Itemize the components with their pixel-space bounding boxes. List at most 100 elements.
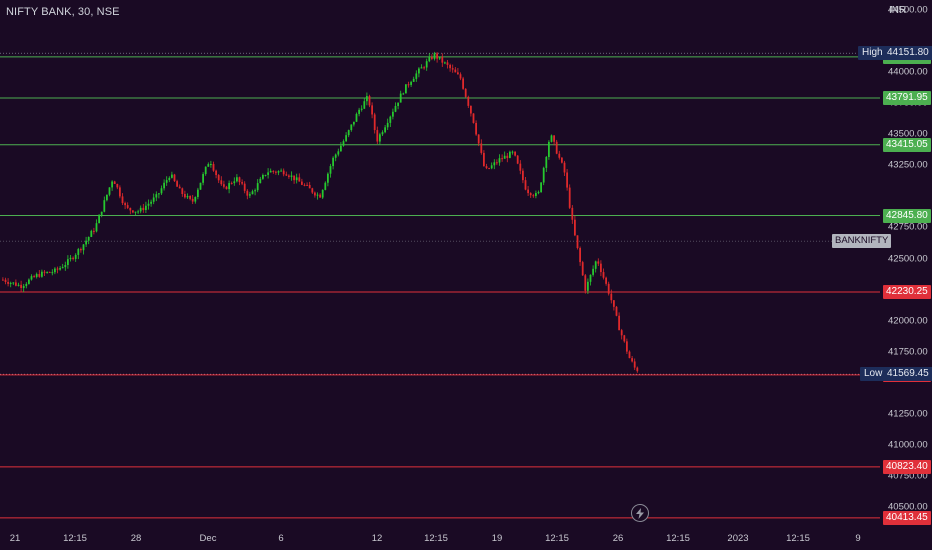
- candle-body: [256, 183, 259, 191]
- candlestick-chart[interactable]: [0, 0, 880, 527]
- candle-body: [139, 207, 142, 212]
- candle-body: [233, 181, 236, 184]
- time-axis[interactable]: 21 12:15 28 Dec 6 12 12:15 19 12:15 26 12:15 2023 12…: [0, 527, 880, 550]
- candle-body: [126, 205, 129, 208]
- candle-body: [100, 211, 103, 215]
- currency-label: INR: [889, 5, 907, 16]
- candle-body: [402, 93, 405, 95]
- time-tick-label: 21: [9, 533, 21, 544]
- candle-body: [503, 155, 506, 159]
- candle-body: [347, 130, 350, 136]
- price-tick-label: 42500.00: [888, 253, 928, 265]
- candle-body: [532, 195, 535, 197]
- candle-body: [329, 166, 332, 174]
- candle-body: [246, 190, 249, 196]
- candle-body: [493, 162, 496, 166]
- candle-body: [171, 174, 173, 178]
- candle-body: [542, 167, 545, 183]
- candle-body: [254, 190, 256, 192]
- candle-body: [54, 268, 56, 273]
- candle-body: [35, 274, 38, 277]
- candle-body: [74, 254, 77, 259]
- high-label: High: [858, 46, 887, 61]
- candle-body: [566, 172, 568, 188]
- candle-body: [87, 236, 90, 241]
- candle-body: [464, 88, 467, 97]
- candle-body: [415, 73, 418, 79]
- candle-body: [451, 68, 454, 70]
- candle-body: [267, 172, 269, 175]
- candle-body: [345, 135, 347, 142]
- candle-body: [483, 152, 485, 167]
- price-axis[interactable]: 44500.0044000.0043750.0043500.0043250.00…: [880, 0, 932, 527]
- price-tick-label: 44000.00: [888, 66, 928, 78]
- candle-body: [514, 151, 516, 156]
- time-tick-label: 6: [278, 533, 284, 544]
- price-tick-label: 43250.00: [888, 159, 928, 171]
- candle-body: [202, 174, 204, 183]
- candle-body: [43, 271, 46, 273]
- candle-body: [59, 267, 61, 270]
- candle-body: [618, 315, 620, 331]
- price-tick-label: 44500.00: [888, 4, 928, 16]
- candle-body: [25, 283, 28, 286]
- candle-body: [472, 113, 475, 123]
- level-price-tag: 43415.05: [883, 137, 931, 152]
- time-tick-label: 9: [855, 533, 861, 544]
- candle-body: [519, 163, 522, 171]
- candle-body: [324, 182, 327, 190]
- candle-body: [225, 186, 228, 190]
- candle-body: [628, 351, 631, 359]
- candle-body: [418, 68, 420, 74]
- candle-body: [555, 141, 558, 154]
- candle-body: [20, 284, 22, 289]
- candle-body: [379, 134, 381, 142]
- price-tick-label: 42000.00: [888, 315, 928, 327]
- candle-body: [61, 267, 64, 269]
- candle-body: [82, 244, 85, 251]
- candle-body: [116, 184, 119, 188]
- candle-body: [457, 72, 459, 75]
- candle-body: [535, 193, 537, 196]
- candle-body: [46, 271, 48, 273]
- candle-body: [488, 168, 490, 170]
- lightning-icon[interactable]: [631, 504, 649, 522]
- candle-body: [293, 175, 295, 181]
- time-tick-label: Dec: [199, 533, 217, 544]
- candle-body: [438, 56, 441, 59]
- candle-body: [288, 175, 290, 177]
- candle-body: [485, 166, 488, 169]
- time-tick-label: 12:15: [63, 533, 87, 544]
- candle-body: [467, 96, 470, 106]
- candle-body: [282, 170, 285, 175]
- candle-body: [433, 53, 436, 59]
- candle-body: [98, 214, 100, 224]
- candle-body: [446, 62, 449, 65]
- candle-body: [454, 69, 457, 73]
- candle-body: [4, 279, 7, 283]
- candle-body: [475, 122, 477, 135]
- candle-body: [275, 171, 277, 173]
- candle-body: [498, 158, 501, 163]
- candle-body: [41, 271, 43, 277]
- time-tick-label: 28: [130, 533, 142, 544]
- candle-body: [280, 170, 282, 172]
- candle-body: [410, 81, 412, 85]
- candle-body: [376, 130, 379, 142]
- candle-body: [314, 192, 316, 196]
- candle-body: [129, 207, 132, 211]
- candle-body: [368, 96, 371, 106]
- candle-body: [204, 166, 207, 175]
- candle-body: [337, 151, 340, 155]
- candle-body: [142, 207, 145, 211]
- candle-body: [399, 93, 402, 103]
- candle-body: [301, 181, 303, 185]
- candle-body: [626, 341, 628, 352]
- chart-area[interactable]: NIFTY BANK, 30, NSE: [0, 0, 880, 527]
- price-tick-label: 43500.00: [888, 128, 928, 140]
- candle-body: [436, 53, 438, 59]
- candle-body: [480, 143, 483, 153]
- candle-body: [558, 153, 561, 158]
- candle-body: [303, 184, 306, 186]
- candle-body: [2, 279, 4, 281]
